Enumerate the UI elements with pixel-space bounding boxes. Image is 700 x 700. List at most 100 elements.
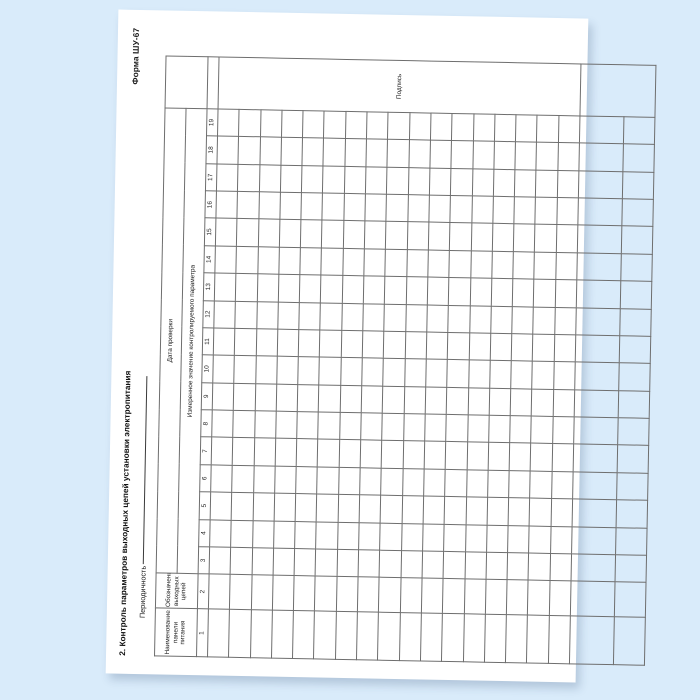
signature-row-cell-2[interactable] (571, 526, 617, 555)
trailing-cell-13[interactable] (621, 226, 653, 255)
cell-r2-c12[interactable] (235, 300, 257, 329)
trailing-cell-7[interactable] (618, 390, 650, 419)
cell-r6-c14[interactable] (321, 247, 344, 276)
cell-r2-c16[interactable] (237, 191, 260, 220)
cell-r2-c13[interactable] (235, 273, 258, 302)
trailing-cell-6[interactable] (617, 417, 650, 446)
signature-row-cell-4[interactable] (572, 471, 618, 500)
cell-r11-c10[interactable] (425, 359, 448, 388)
signature-row-cell-13[interactable] (577, 225, 622, 254)
cell-r15-c7[interactable] (509, 443, 532, 471)
cell-r9-c1[interactable] (377, 612, 401, 661)
cell-r13-c11[interactable] (468, 332, 491, 361)
cell-r10-c15[interactable] (407, 222, 429, 250)
cell-r1-c10[interactable] (212, 355, 235, 384)
cell-r2-c6[interactable] (231, 465, 254, 493)
signature-row-cell-9[interactable] (575, 334, 620, 364)
trailing-cell-5[interactable] (617, 445, 649, 474)
cell-r4-c14[interactable] (278, 247, 301, 275)
cell-r4-c19[interactable] (281, 110, 304, 138)
cell-r6-c18[interactable] (323, 138, 346, 167)
cell-r14-c17[interactable] (493, 169, 516, 197)
cell-r4-c6[interactable] (274, 465, 297, 494)
cell-r7-c3[interactable] (336, 549, 359, 578)
cell-r10-c7[interactable] (402, 441, 425, 469)
cell-r17-c15[interactable] (556, 224, 578, 253)
signature-row-cell-5[interactable] (573, 444, 618, 473)
cell-r13-c17[interactable] (471, 168, 494, 197)
cell-r17-c3[interactable] (549, 553, 572, 582)
cell-r8-c4[interactable] (358, 522, 381, 551)
cell-r16-c4[interactable] (529, 525, 551, 554)
cell-r7-c8[interactable] (339, 412, 362, 441)
cell-r2-c7[interactable] (232, 437, 255, 466)
cell-r8-c12[interactable] (362, 303, 385, 332)
cell-r12-c8[interactable] (445, 414, 468, 443)
cell-r4-c17[interactable] (280, 164, 303, 193)
cell-r17-c5[interactable] (550, 498, 573, 527)
cell-r17-c19[interactable] (558, 115, 581, 144)
cell-r10-c1[interactable] (399, 613, 422, 661)
cell-r16-c3[interactable] (528, 553, 551, 581)
cell-r16-c9[interactable] (531, 388, 554, 417)
cell-r15-c6[interactable] (508, 470, 531, 499)
cell-r9-c2[interactable] (378, 577, 401, 614)
cell-r15-c15[interactable] (513, 224, 536, 252)
cell-r6-c13[interactable] (320, 275, 343, 303)
cell-r6-c8[interactable] (318, 412, 341, 440)
cell-r13-c7[interactable] (466, 442, 489, 471)
cell-r16-c10[interactable] (532, 361, 554, 390)
cell-r9-c11[interactable] (383, 331, 406, 359)
signature-row-wide-cell[interactable] (580, 63, 656, 118)
cell-r12-c14[interactable] (449, 250, 471, 279)
cell-r13-c12[interactable] (469, 305, 492, 334)
cell-r4-c3[interactable] (272, 548, 295, 576)
cell-r1-c17[interactable] (216, 163, 239, 192)
cell-r5-c1[interactable] (292, 610, 315, 659)
cell-r1-c4[interactable] (209, 519, 232, 548)
cell-r17-c14[interactable] (555, 252, 578, 281)
cell-r10-c12[interactable] (405, 304, 428, 332)
cell-r10-c18[interactable] (408, 139, 431, 168)
cell-r5-c19[interactable] (302, 110, 325, 139)
trailing-cell-16[interactable] (622, 144, 655, 173)
cell-r8-c6[interactable] (359, 467, 382, 496)
cell-r13-c19[interactable] (473, 113, 495, 142)
cell-r14-c1[interactable] (484, 614, 507, 663)
cell-r4-c15[interactable] (279, 219, 302, 248)
cell-r9-c3[interactable] (379, 550, 402, 578)
cell-r16-c16[interactable] (535, 197, 558, 225)
signature-row-cell-16[interactable] (578, 143, 624, 172)
cell-r3-c17[interactable] (259, 164, 281, 193)
cell-r12-c6[interactable] (444, 469, 467, 498)
cell-r12-c11[interactable] (447, 332, 470, 361)
cell-r1-c6[interactable] (210, 464, 233, 493)
cell-r5-c6[interactable] (295, 466, 318, 495)
cell-r11-c9[interactable] (425, 386, 447, 415)
cell-r5-c5[interactable] (295, 493, 318, 522)
cell-r6-c12[interactable] (320, 302, 343, 331)
cell-r10-c6[interactable] (402, 468, 425, 497)
cell-r17-c4[interactable] (550, 526, 573, 554)
cell-r16-c1[interactable] (526, 615, 550, 664)
cell-r1-c13[interactable] (214, 273, 237, 301)
cell-r4-c10[interactable] (276, 356, 299, 385)
cell-r7-c7[interactable] (338, 439, 361, 468)
cell-r6-c3[interactable] (315, 548, 338, 577)
cell-r4-c5[interactable] (274, 493, 296, 522)
cell-r8-c11[interactable] (362, 330, 385, 359)
trailing-cell-12[interactable] (620, 253, 653, 282)
cell-r3-c12[interactable] (256, 301, 279, 330)
signature-row-cell-14[interactable] (577, 198, 623, 227)
cell-r10-c9[interactable] (403, 386, 426, 415)
cell-r12-c10[interactable] (446, 359, 469, 388)
cell-r9-c18[interactable] (387, 139, 410, 168)
cell-r16-c19[interactable] (536, 115, 559, 143)
cell-r8-c2[interactable] (357, 577, 380, 613)
cell-r1-c12[interactable] (213, 300, 236, 329)
cell-r16-c7[interactable] (530, 443, 553, 472)
cell-r10-c4[interactable] (401, 523, 424, 551)
cell-r16-c13[interactable] (533, 279, 556, 308)
cell-r7-c6[interactable] (338, 467, 361, 495)
cell-r13-c16[interactable] (471, 195, 494, 224)
